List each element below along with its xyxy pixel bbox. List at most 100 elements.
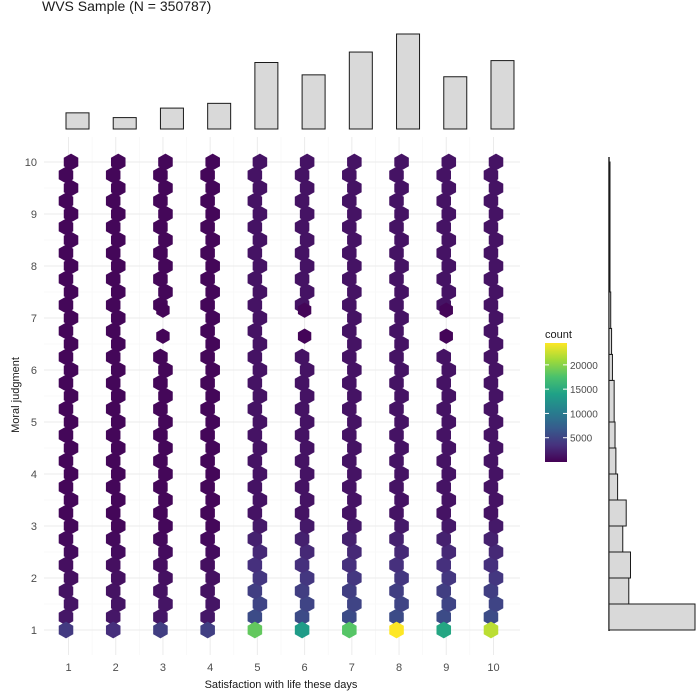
hex-bin [441,439,457,457]
y-tick-label: 7 [31,313,37,325]
hex-bin [252,465,268,483]
hex-bin [389,270,404,288]
hex-bin [105,608,121,626]
x-tick-label: 5 [254,662,260,674]
hex-bin [110,413,126,431]
hex-bin [58,166,74,184]
hex-bin [63,517,79,535]
hex-bin [389,322,404,340]
y-tick-label: 5 [31,417,37,429]
hex-bin [483,582,499,600]
hex-bin [342,270,357,288]
hex-bin [110,595,126,613]
hex-bin [200,192,215,210]
hex-bin [483,504,499,522]
hex-bin [153,244,168,262]
hex-bin [105,582,121,600]
hex-bin [200,374,215,392]
hex-bin [205,231,220,249]
hex-bin [347,205,362,223]
hex-bin [200,530,215,548]
hex-bin [153,218,168,236]
hex-bin [294,452,310,470]
right-histogram-bar [608,291,612,329]
hex-bin [483,192,499,210]
hex-bin [110,257,126,275]
hex-bin [158,439,173,457]
hex-bin [488,205,504,223]
hex-bin [158,491,173,509]
legend-colorbar [545,343,567,462]
hex-bin [441,231,457,249]
hex-bin [436,608,451,626]
hex-bin [110,283,126,301]
hex-bin [247,348,263,366]
hex-bin [488,465,504,483]
hex-bin [58,192,74,210]
hex-bin [299,517,315,535]
hex-bin [441,595,457,613]
hex-bin [63,361,79,379]
hex-bin [247,400,263,418]
hex-bin [105,504,121,522]
hex-bin [252,517,268,535]
hex-bin [394,283,409,301]
hex-bin [158,179,173,197]
hex-bin [63,283,79,301]
hex-bin [153,166,168,184]
hex-bin [347,257,362,275]
hex-bin [483,426,499,444]
hex-bin [200,322,215,340]
hex-bin [441,387,457,405]
hex-bin [436,192,451,210]
hex-bin [252,257,268,275]
hex-bin [153,192,168,210]
hex-bin [294,374,310,392]
hex-bin [153,530,168,548]
hex-bin [441,205,457,223]
legend-tick-label: 5000 [570,434,593,445]
hex-bin [158,153,173,171]
hex-bin [347,491,362,509]
hex-bin [247,530,263,548]
hex-bin [389,582,404,600]
hex-bin [252,283,268,301]
hex-bin [205,491,220,509]
hex-bin [58,322,74,340]
hex-bin [200,608,215,626]
hex-bin [347,413,362,431]
hex-bin [294,270,310,288]
hex-bin [347,309,362,327]
hex-bin [436,426,451,444]
hex-bin-sparse [156,328,170,344]
hex-bin [299,361,315,379]
hex-bin [200,400,215,418]
hex-bin [389,218,404,236]
right-histogram-bar [608,577,630,605]
hex-bin [342,244,357,262]
hex-bin [294,582,310,600]
hex-bin [252,179,268,197]
hex-bin [394,543,409,561]
hex-bin [205,257,220,275]
hex-bin [441,413,457,431]
hex-bin [63,439,79,457]
hex-bin [252,387,268,405]
right-histogram-bar [608,551,631,579]
hex-bin [347,517,362,535]
hex-bin [342,608,357,626]
hex-bin [105,192,121,210]
hex-bin [299,153,315,171]
hex-bin [252,543,268,561]
hex-bin [347,439,362,457]
hex-bin [483,218,499,236]
hex-bin [394,387,409,405]
hex-bin [153,556,168,574]
hex-bin [347,361,362,379]
hex-bin [63,569,79,587]
hex-bin [342,556,357,574]
hex-bin [205,387,220,405]
hex-bin [252,361,268,379]
hex-bin [294,244,310,262]
hex-bin [299,257,315,275]
